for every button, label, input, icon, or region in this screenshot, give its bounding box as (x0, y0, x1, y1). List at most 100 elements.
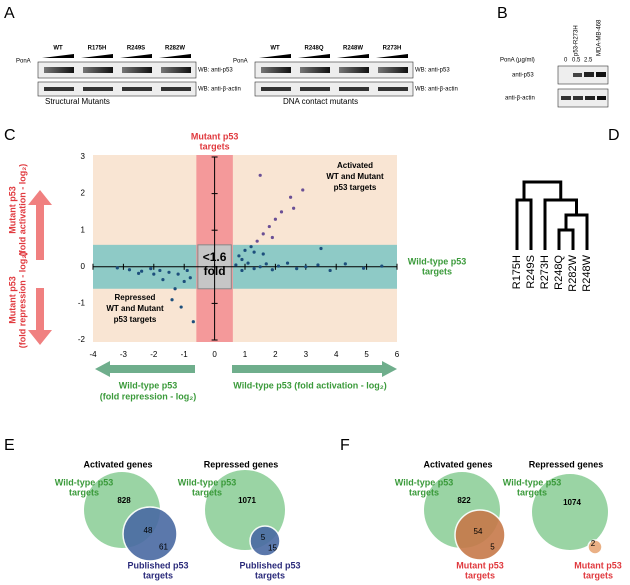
point (264, 262, 268, 266)
label: targets (583, 570, 613, 580)
label: WT and Mutant (106, 304, 164, 313)
point (234, 263, 238, 267)
panel-letter: A (4, 5, 15, 22)
ponA: PonA (µg/ml) (500, 58, 535, 64)
venn-title: Repressed genes (529, 459, 604, 469)
leaf-label: R282W (567, 254, 579, 291)
point (185, 268, 189, 273)
panel-letter: F (340, 437, 350, 454)
lane-label: WT (53, 46, 63, 52)
count: 61 (159, 543, 168, 552)
venn-title: Repressed genes (204, 459, 279, 469)
wedge (337, 54, 369, 58)
count: 48 (144, 526, 153, 535)
band (378, 67, 408, 73)
x-tick-label: 5 (364, 350, 369, 359)
axis-label: Wild-type p53 (fold activation - log₂) (233, 380, 386, 390)
point (188, 276, 192, 280)
dendrogram-branches (515, 180, 589, 250)
point (182, 279, 186, 284)
band (597, 96, 606, 100)
lane-label: R249S (127, 46, 145, 52)
point (343, 262, 347, 266)
dose: 0.5 (572, 58, 581, 64)
point (361, 266, 366, 270)
arrow (95, 361, 195, 377)
point (319, 246, 323, 251)
point (270, 235, 274, 240)
count: 54 (474, 527, 483, 536)
point (158, 268, 162, 273)
wedge (42, 54, 74, 58)
ponA: PonA (233, 59, 248, 65)
label: Wild-type p53 (178, 477, 236, 487)
wedge (259, 54, 291, 58)
blot (254, 81, 414, 97)
label: targets (465, 570, 495, 580)
y-tick-label: 2 (81, 189, 86, 198)
point (191, 320, 195, 324)
band (300, 87, 330, 91)
band (561, 96, 571, 100)
wb-label: WB: anti-β-actin (198, 87, 241, 93)
x-tick-label: 3 (304, 350, 309, 359)
label: targets (255, 570, 285, 580)
label: Mutant p53 (574, 560, 622, 570)
label: targets (422, 266, 452, 276)
point (161, 278, 165, 282)
wb-label: WB: anti-p53 (415, 68, 450, 74)
point (167, 270, 171, 274)
label: targets (143, 570, 173, 580)
leaf-label: R248Q (553, 255, 565, 290)
blot (37, 61, 197, 79)
label: targets (69, 487, 99, 497)
lane-label: p53-R273H (574, 25, 580, 56)
point (243, 248, 247, 252)
label: Wild-type p53 (55, 477, 113, 487)
point (246, 261, 250, 265)
point (273, 217, 277, 221)
lane-label: WT (270, 46, 280, 52)
point (140, 269, 144, 273)
band (44, 67, 74, 73)
band (573, 96, 583, 100)
label: (fold repression - log₂) (100, 391, 197, 401)
caption: DNA contact mutants (283, 97, 358, 106)
band (261, 87, 291, 91)
label: Mutant p53 (191, 131, 239, 141)
point (304, 265, 308, 269)
label: p53 targets (114, 315, 157, 324)
count: 5 (261, 533, 266, 542)
axis-label: (fold activation - log₂) (17, 164, 27, 257)
axis-label: Mutant p53 (7, 276, 17, 324)
band (584, 72, 594, 77)
count: 828 (117, 496, 131, 505)
blot (557, 65, 609, 85)
point (249, 245, 253, 249)
leaf-label: R175H (511, 255, 523, 289)
axis-label: (fold repression - log₂) (17, 252, 27, 349)
point (152, 272, 156, 276)
dose: 2.5 (584, 58, 593, 64)
caption: Structural Mutants (45, 97, 110, 106)
ponA: PonA (16, 59, 31, 65)
label: targets (200, 141, 230, 151)
point (285, 261, 290, 265)
lane-label: R273H (383, 46, 402, 52)
panel-letter: E (4, 437, 15, 454)
point (252, 267, 256, 271)
x-tick-label: -1 (181, 350, 189, 359)
point (170, 298, 174, 302)
y-tick-label: 0 (81, 262, 86, 271)
point (179, 305, 183, 309)
band (585, 96, 595, 100)
leaf-label: R248W (581, 254, 593, 291)
label: Wild-type p53 (503, 477, 561, 487)
label: Repressed (115, 293, 156, 302)
point (295, 267, 299, 271)
panel-letter: B (497, 5, 508, 22)
panel-letter: D (608, 127, 620, 144)
point (258, 265, 262, 269)
venn-title: Activated genes (423, 459, 492, 469)
lane-label: R248W (343, 46, 363, 52)
